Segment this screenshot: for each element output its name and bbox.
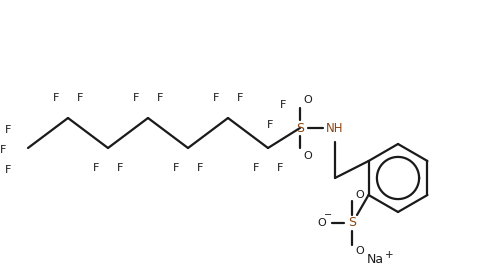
Text: F: F [266,120,272,130]
Text: F: F [236,93,242,103]
Text: F: F [172,163,179,173]
Text: +: + [384,250,393,260]
Text: F: F [53,93,59,103]
Text: F: F [279,100,286,110]
Text: F: F [76,93,83,103]
Text: O: O [317,218,326,228]
Text: O: O [355,246,363,256]
Text: F: F [212,93,219,103]
Text: F: F [156,93,163,103]
Text: F: F [92,163,99,173]
Text: Na: Na [366,254,383,266]
Text: S: S [348,216,355,230]
Text: F: F [252,163,258,173]
Text: NH: NH [326,122,343,134]
Text: F: F [117,163,123,173]
Text: S: S [295,122,303,134]
Text: O: O [303,151,312,161]
Text: F: F [197,163,203,173]
Text: F: F [0,145,6,155]
Text: F: F [276,163,283,173]
Text: F: F [5,165,11,175]
Text: F: F [133,93,139,103]
Text: O: O [355,190,363,200]
Text: O: O [303,95,312,105]
Text: −: − [323,210,332,220]
Text: F: F [5,125,11,135]
